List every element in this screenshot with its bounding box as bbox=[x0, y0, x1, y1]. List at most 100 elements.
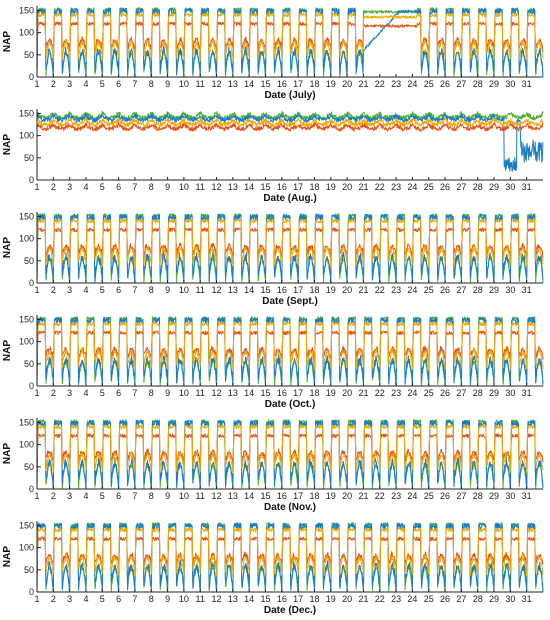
x-tick-label: 27 bbox=[456, 79, 466, 89]
x-tick-label: 1 bbox=[34, 491, 39, 501]
x-tick-label: 1 bbox=[34, 285, 39, 295]
y-tick-label: 50 bbox=[24, 153, 34, 163]
series-line-orange bbox=[36, 527, 544, 577]
x-tick-label: 3 bbox=[67, 491, 72, 501]
series-line-orange bbox=[36, 321, 544, 371]
x-tick-label: 26 bbox=[440, 388, 450, 398]
x-tick-label: 10 bbox=[179, 388, 189, 398]
x-tick-label: 18 bbox=[309, 285, 319, 295]
x-axis-title: Date (Oct.) bbox=[265, 399, 316, 410]
x-tick-label: 29 bbox=[489, 594, 499, 604]
x-tick-label: 15 bbox=[261, 285, 271, 295]
x-tick-label: 31 bbox=[522, 388, 532, 398]
y-tick-label: 50 bbox=[24, 565, 34, 575]
x-tick-label: 5 bbox=[100, 491, 105, 501]
x-tick-label: 15 bbox=[261, 79, 271, 89]
x-tick-label: 8 bbox=[149, 79, 154, 89]
y-tick-label: 0 bbox=[29, 175, 34, 185]
x-tick-label: 6 bbox=[116, 182, 121, 192]
y-tick-label: 50 bbox=[24, 359, 34, 369]
x-tick-label: 5 bbox=[100, 285, 105, 295]
x-tick-label: 29 bbox=[489, 182, 499, 192]
x-tick-label: 27 bbox=[456, 285, 466, 295]
x-tick-label: 30 bbox=[505, 594, 515, 604]
x-tick-label: 31 bbox=[522, 491, 532, 501]
x-tick-label: 12 bbox=[212, 79, 222, 89]
x-tick-label: 19 bbox=[326, 285, 336, 295]
x-tick-label: 10 bbox=[179, 285, 189, 295]
x-tick-label: 4 bbox=[83, 79, 88, 89]
x-tick-label: 1 bbox=[34, 594, 39, 604]
x-tick-label: 22 bbox=[375, 79, 385, 89]
x-tick-label: 16 bbox=[277, 388, 287, 398]
series-line-orange bbox=[36, 12, 544, 62]
x-tick-label: 4 bbox=[83, 491, 88, 501]
x-axis-title: Date (July) bbox=[264, 90, 315, 101]
x-tick-label: 5 bbox=[100, 594, 105, 604]
x-tick-label: 13 bbox=[228, 388, 238, 398]
x-tick-label: 11 bbox=[196, 594, 205, 604]
x-tick-label: 1 bbox=[34, 388, 39, 398]
x-tick-label: 2 bbox=[51, 491, 56, 501]
x-tick-label: 13 bbox=[228, 79, 238, 89]
x-tick-label: 23 bbox=[391, 388, 401, 398]
x-tick-label: 14 bbox=[244, 388, 254, 398]
x-tick-label: 28 bbox=[473, 285, 483, 295]
x-tick-label: 9 bbox=[165, 491, 170, 501]
x-tick-label: 28 bbox=[473, 79, 483, 89]
x-tick-label: 5 bbox=[100, 182, 105, 192]
x-tick-label: 2 bbox=[51, 182, 56, 192]
x-tick-label: 19 bbox=[326, 79, 336, 89]
x-tick-label: 2 bbox=[51, 79, 56, 89]
y-tick-label: 0 bbox=[29, 72, 34, 82]
x-tick-label: 2 bbox=[51, 388, 56, 398]
x-tick-label: 16 bbox=[277, 285, 287, 295]
y-tick-label: 100 bbox=[19, 131, 34, 141]
x-tick-label: 12 bbox=[212, 388, 222, 398]
x-tick-label: 28 bbox=[473, 594, 483, 604]
x-axis-title: Date (Nov.) bbox=[264, 502, 316, 513]
x-tick-label: 2 bbox=[51, 594, 56, 604]
x-tick-label: 24 bbox=[407, 285, 417, 295]
y-axis-title: NAP bbox=[2, 31, 13, 52]
x-tick-label: 14 bbox=[244, 594, 254, 604]
x-tick-label: 28 bbox=[473, 388, 483, 398]
x-tick-label: 6 bbox=[116, 285, 121, 295]
x-tick-label: 8 bbox=[149, 594, 154, 604]
x-tick-label: 18 bbox=[309, 79, 319, 89]
x-tick-label: 19 bbox=[326, 388, 336, 398]
x-tick-label: 12 bbox=[212, 594, 222, 604]
y-axis-title: NAP bbox=[2, 134, 13, 155]
x-tick-label: 3 bbox=[67, 79, 72, 89]
x-tick-label: 26 bbox=[440, 79, 450, 89]
x-tick-label: 22 bbox=[375, 285, 385, 295]
x-tick-label: 9 bbox=[165, 594, 170, 604]
y-tick-label: 0 bbox=[29, 381, 34, 391]
x-tick-label: 29 bbox=[489, 79, 499, 89]
x-tick-label: 6 bbox=[116, 79, 121, 89]
x-axis-title: Date (Sept.) bbox=[262, 296, 318, 307]
x-tick-label: 20 bbox=[342, 79, 352, 89]
x-tick-label: 22 bbox=[375, 491, 385, 501]
x-tick-label: 11 bbox=[196, 388, 205, 398]
x-tick-label: 25 bbox=[424, 594, 434, 604]
series-line-orange bbox=[36, 424, 544, 474]
x-tick-label: 19 bbox=[326, 594, 336, 604]
x-tick-label: 16 bbox=[277, 491, 287, 501]
x-tick-label: 12 bbox=[212, 491, 222, 501]
x-tick-label: 31 bbox=[522, 182, 532, 192]
x-tick-label: 25 bbox=[424, 79, 434, 89]
x-tick-label: 31 bbox=[522, 285, 532, 295]
y-axis-title: NAP bbox=[2, 546, 13, 567]
x-tick-label: 18 bbox=[309, 491, 319, 501]
y-axis-title: NAP bbox=[2, 443, 13, 464]
x-tick-label: 11 bbox=[196, 491, 205, 501]
x-tick-label: 7 bbox=[132, 491, 137, 501]
x-tick-label: 20 bbox=[342, 594, 352, 604]
x-tick-label: 13 bbox=[228, 491, 238, 501]
x-tick-label: 9 bbox=[165, 388, 170, 398]
